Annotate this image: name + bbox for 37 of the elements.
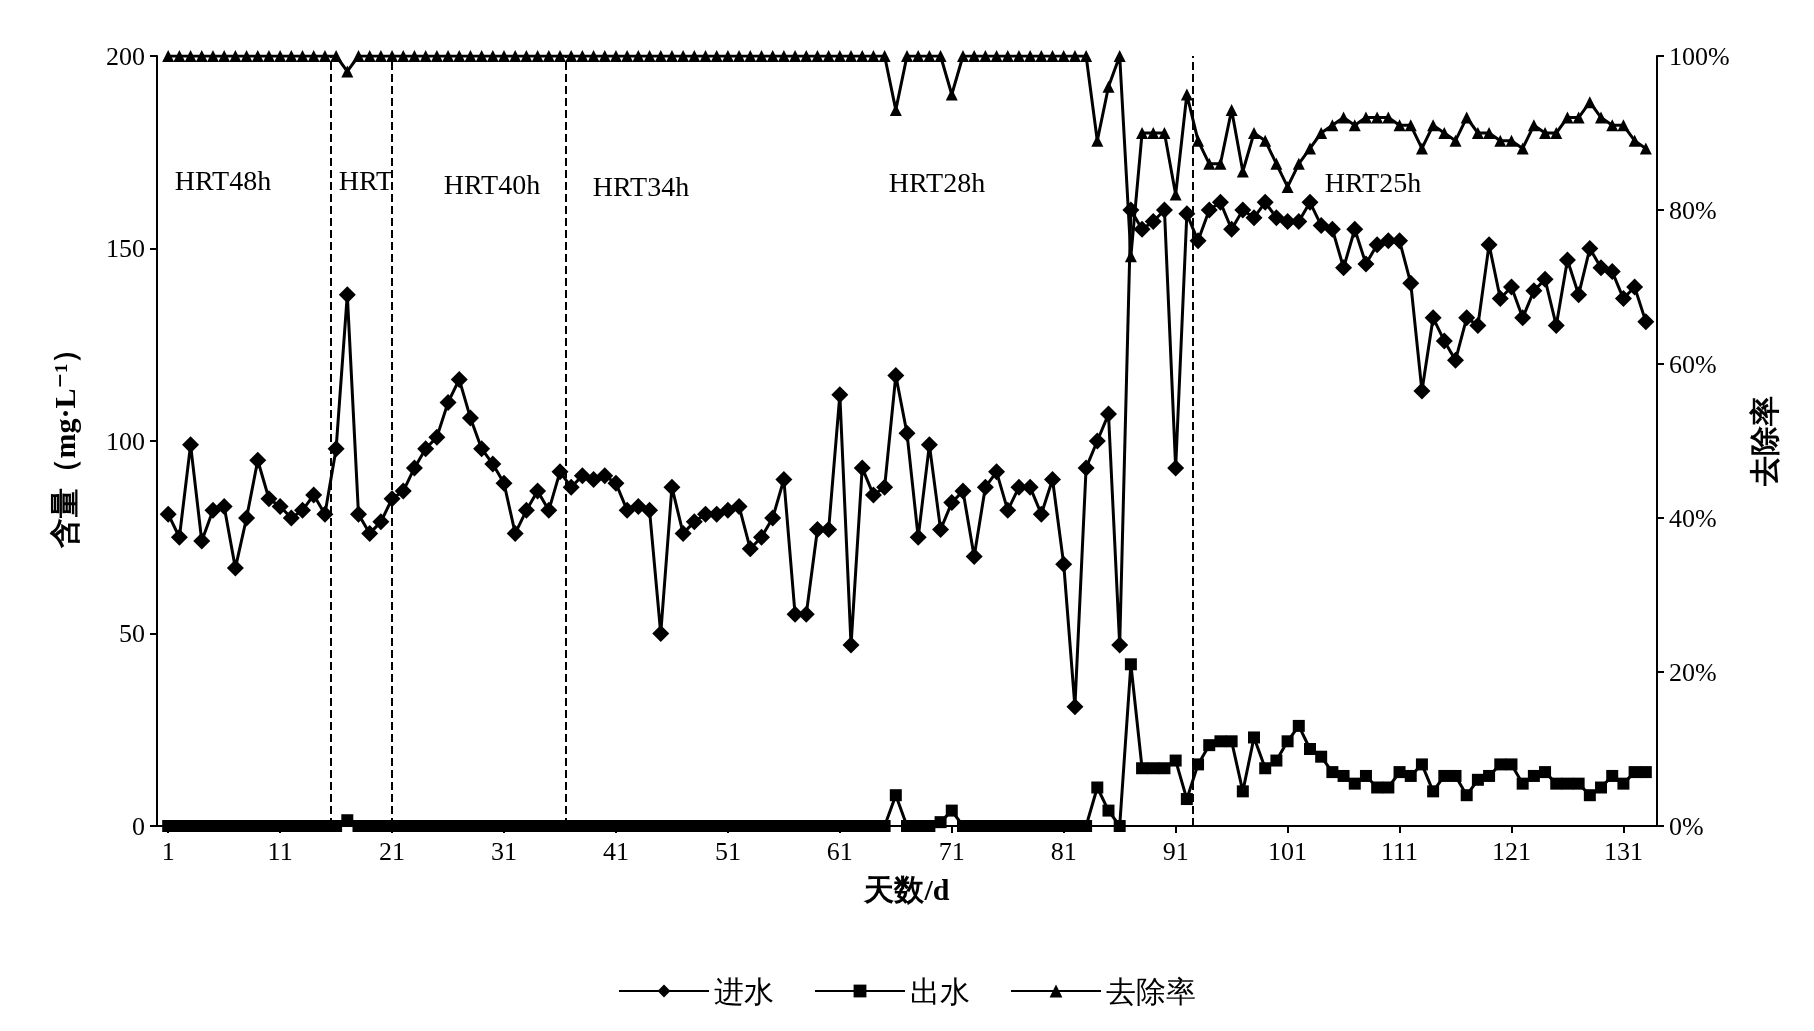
x-tick-label: 81: [1050, 836, 1077, 866]
x-tick-label: 111: [1381, 836, 1419, 866]
x-tick-label: 31: [491, 836, 518, 866]
annotation: HRT34h: [592, 170, 690, 202]
annotation: HRT28h: [888, 166, 986, 198]
annotation: HRT: [338, 164, 394, 196]
y-tick-label: 0: [132, 811, 145, 841]
y-tick-label: 50: [119, 619, 145, 648]
x-axis-title: 天数/d: [863, 872, 950, 906]
y-tick-label: 200: [106, 41, 145, 71]
x-tick-label: 131: [1603, 836, 1643, 866]
legend-label: 出水: [910, 974, 970, 1008]
y2-tick-label: 20%: [1669, 657, 1717, 687]
y2-axis-title: 去除率: [1747, 396, 1781, 487]
annotation: HRT48h: [174, 164, 272, 196]
y2-tick-label: 80%: [1669, 195, 1717, 225]
y-tick-label: 150: [106, 234, 145, 263]
y2-tick-label: 40%: [1669, 503, 1717, 533]
x-tick-label: 1: [161, 836, 175, 866]
annotation: HRT40h: [443, 168, 541, 200]
legend-label: 去除率: [1106, 974, 1196, 1008]
y-tick-label: 100: [106, 426, 145, 456]
annotation: HRT25h: [1324, 166, 1422, 198]
x-tick-label: 41: [602, 836, 629, 866]
x-tick-label: 11: [267, 836, 293, 866]
x-tick-label: 121: [1491, 836, 1531, 866]
x-tick-label: 101: [1268, 836, 1308, 866]
y2-tick-label: 60%: [1669, 349, 1717, 379]
x-tick-label: 61: [826, 836, 853, 866]
x-tick-label: 71: [938, 836, 965, 866]
y-axis-title: 含量（mg·L⁻¹）: [47, 333, 81, 550]
x-tick-label: 51: [714, 836, 741, 866]
y2-tick-label: 100%: [1669, 41, 1730, 71]
y2-tick-label: 0%: [1669, 811, 1704, 841]
x-tick-label: 21: [379, 836, 406, 866]
legend-label: 进水: [714, 974, 774, 1008]
x-tick-label: 91: [1162, 836, 1189, 866]
